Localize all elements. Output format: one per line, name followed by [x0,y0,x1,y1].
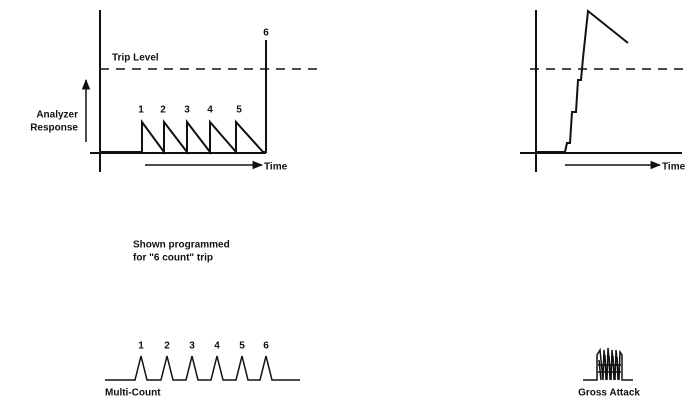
peak-label: 1 [138,105,144,116]
response-curve [100,40,267,156]
pulse-label: 6 [263,341,269,352]
peak-label: 2 [160,105,166,116]
pulse-label: 3 [189,341,195,352]
peak-label: 3 [184,105,190,116]
pulse-label: 1 [138,341,144,352]
y-label: Response [30,123,78,134]
x-label: Time [264,162,288,173]
caption: Gross Attack [578,388,640,399]
peak-label: 4 [207,105,213,116]
caption: Multi-Count [105,388,161,399]
trip-label: Trip Level [112,53,159,64]
peak-label: 6 [263,28,269,39]
gross-attack: Gross Attack [578,347,640,399]
pulse-train [105,355,300,381]
x-label: Time [662,162,686,173]
y-label: Analyzer [36,110,78,121]
left-panel: Trip Level Analyzer Response 1 2 3 4 5 6… [30,10,318,173]
note: Shown programmed [133,240,230,251]
peak-label: 5 [236,105,242,116]
pulse-label: 5 [239,341,245,352]
note: for "6 count" trip [133,253,213,264]
pulse-label: 4 [214,341,220,352]
pulse-label: 2 [164,341,170,352]
right-panel: Time [520,9,688,173]
burst-fill [598,354,621,381]
response-curve [536,9,629,153]
burst [583,347,633,381]
multi-count: 1 2 3 4 5 6 Multi-Count [105,341,300,399]
